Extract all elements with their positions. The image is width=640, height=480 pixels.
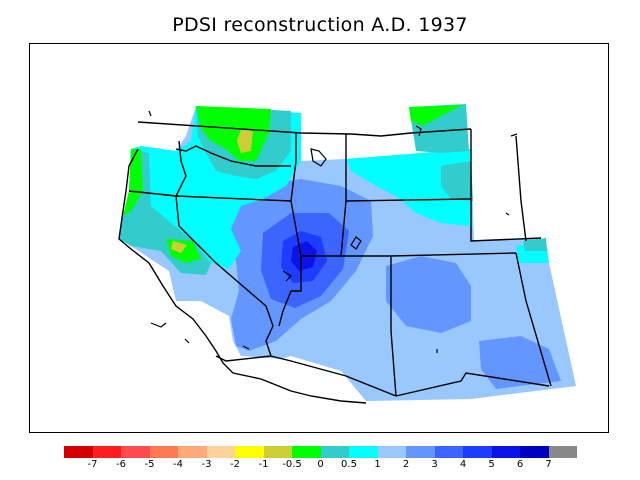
map-title: PDSI reconstruction A.D. 1937 — [172, 14, 468, 36]
map-frame — [29, 43, 609, 433]
lakes-islands — [148, 110, 518, 353]
pdsi-region-0-coast — [123, 149, 143, 216]
legend-tick-label: 4 — [459, 459, 467, 470]
legend-tick-label: -1 — [258, 459, 269, 470]
pdsi-region-0.5-east-strip — [523, 238, 547, 251]
legend-swatch — [349, 446, 378, 458]
legend-swatch — [92, 446, 121, 458]
pdsi-region-minus0.5 — [237, 129, 253, 153]
pdsi-region-minus0.5-coast — [171, 241, 187, 253]
legend-tick-label: -4 — [173, 459, 183, 470]
legend-tick-label: -7 — [87, 459, 98, 470]
legend-swatch — [520, 446, 549, 458]
color-legend — [64, 446, 577, 458]
legend-swatch — [206, 446, 235, 458]
legend-tick-label: 3 — [431, 459, 438, 470]
pdsi-map — [118, 104, 576, 404]
pdsi-region-3-east — [386, 256, 471, 333]
legend-swatch — [548, 446, 577, 458]
state-boundaries — [118, 121, 552, 404]
pdsi-region-1-northeast — [346, 149, 471, 226]
legend-tick-label: 2 — [402, 459, 410, 470]
legend-swatch — [463, 446, 492, 458]
legend-swatch — [178, 446, 207, 458]
legend-swatch — [377, 446, 406, 458]
pdsi-region-0.5-northeast — [441, 161, 473, 201]
pdsi-region-0-northeast — [409, 105, 463, 126]
legend-tick-label: -5 — [144, 459, 155, 470]
legend-tick-label: 7 — [545, 459, 552, 470]
legend-swatch — [320, 446, 349, 458]
legend-tick-label: 5 — [488, 459, 495, 470]
legend-swatch — [406, 446, 435, 458]
legend-swatch — [263, 446, 292, 458]
legend-swatch — [64, 446, 93, 458]
legend-tick-label: 0 — [317, 459, 324, 470]
legend-tick-label: -0.5 — [282, 459, 302, 470]
pdsi-region-0-north — [196, 106, 271, 161]
legend-swatch — [491, 446, 520, 458]
legend-tick-label: -2 — [230, 459, 240, 470]
legend-tick-label: -6 — [116, 459, 126, 470]
legend-swatch — [235, 446, 264, 458]
legend-swatch — [149, 446, 178, 458]
legend-tick-label: 0.5 — [341, 459, 357, 470]
legend-tick-label: 6 — [516, 459, 524, 470]
legend-swatch — [292, 446, 321, 458]
legend-tick-label: -3 — [201, 459, 212, 470]
legend-swatch — [434, 446, 463, 458]
legend-swatch — [121, 446, 150, 458]
legend-tick-label: 1 — [374, 459, 381, 470]
legend-ticks: -7 -6 -5 -4 -3 -2 -1 -0.5 0 0.5 1 2 3 4 5 6 7 — [0, 459, 640, 473]
